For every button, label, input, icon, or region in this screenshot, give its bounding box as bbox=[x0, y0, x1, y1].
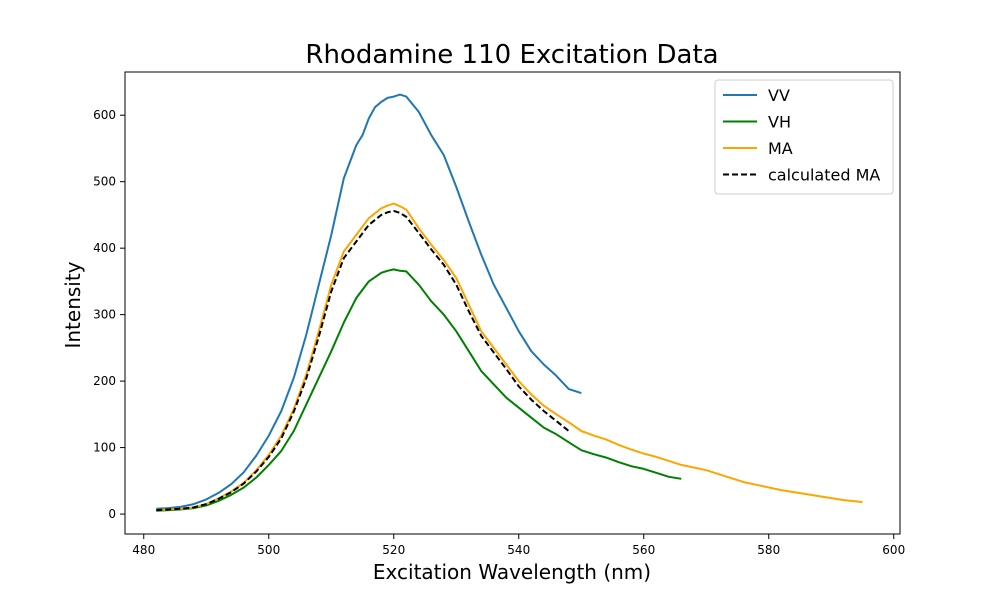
legend-label: MA bbox=[768, 139, 793, 158]
x-tick-label: 480 bbox=[132, 543, 155, 557]
y-tick-label: 300 bbox=[93, 308, 116, 322]
x-axis: 480 500 520 540 560 580 600 bbox=[132, 534, 905, 557]
legend: VV VH MA calculated MA bbox=[714, 79, 894, 195]
y-tick-label: 400 bbox=[93, 241, 116, 255]
legend-label: VV bbox=[768, 86, 790, 105]
series-layer bbox=[156, 93, 863, 512]
y-tick-label: 600 bbox=[93, 108, 116, 122]
series-line-calculated-ma bbox=[156, 209, 570, 512]
x-axis-title: Excitation Wavelength (nm) bbox=[373, 560, 651, 584]
x-tick-label: 600 bbox=[882, 543, 905, 557]
y-axis-title: Intensity bbox=[61, 261, 85, 348]
x-tick-label: 540 bbox=[507, 543, 530, 557]
y-axis: 0 100 200 300 400 500 600 bbox=[93, 108, 125, 521]
y-tick-label: 500 bbox=[93, 175, 116, 189]
x-tick-label: 500 bbox=[257, 543, 280, 557]
y-tick-label: 200 bbox=[93, 374, 116, 388]
x-tick-label: 520 bbox=[382, 543, 405, 557]
y-tick-label: 0 bbox=[108, 507, 116, 521]
x-tick-label: 560 bbox=[632, 543, 655, 557]
series-line-vv bbox=[156, 93, 582, 510]
legend-label: VH bbox=[768, 113, 791, 132]
series-line-ma bbox=[156, 202, 863, 512]
plot-area-frame bbox=[124, 71, 901, 535]
legend-label: calculated MA bbox=[768, 166, 880, 185]
chart-title: Rhodamine 110 Excitation Data bbox=[305, 40, 718, 70]
series-line-vh bbox=[156, 268, 682, 512]
legend-box bbox=[714, 79, 894, 195]
x-tick-label: 580 bbox=[757, 543, 780, 557]
y-tick-label: 100 bbox=[93, 441, 116, 455]
